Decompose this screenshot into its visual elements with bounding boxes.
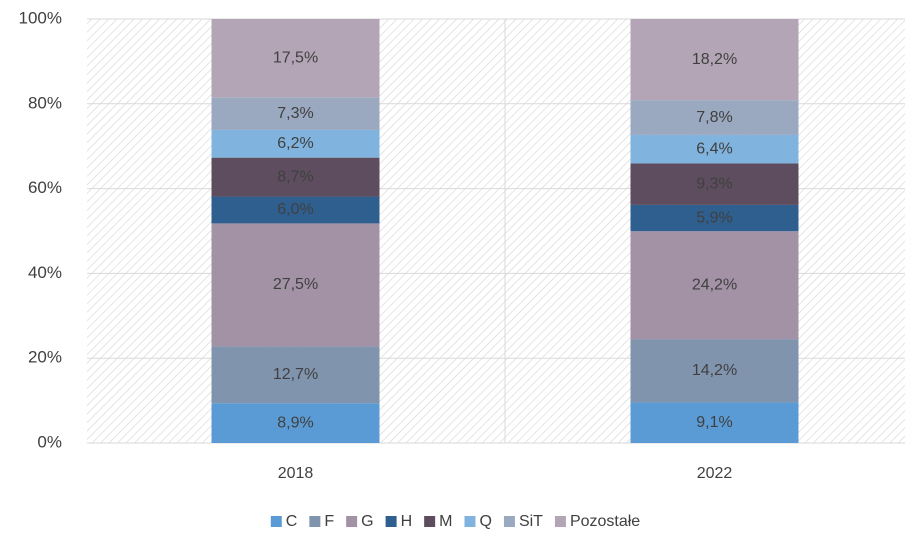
legend-swatch (385, 516, 397, 527)
bar-segment (630, 163, 799, 205)
bar-segment (211, 129, 380, 158)
legend-swatch (554, 516, 566, 527)
legend-label: Q (479, 513, 491, 530)
legend-label: C (286, 513, 298, 530)
y-tick-label: 0% (37, 432, 62, 451)
legend-swatch (270, 516, 282, 527)
bar-segment (630, 402, 799, 443)
legend-swatch (464, 516, 476, 527)
value-label: 6,2% (277, 135, 313, 152)
bar-segment (630, 231, 799, 340)
value-label: 9,1% (696, 414, 732, 431)
legend-swatch (346, 516, 358, 527)
legend-swatch (424, 516, 436, 527)
value-label: 24,2% (692, 276, 737, 293)
bar-segment (211, 97, 380, 130)
value-label: 8,9% (277, 414, 313, 431)
legend-label: F (324, 513, 334, 530)
value-label: 12,7% (273, 366, 318, 383)
legend-label: M (439, 513, 452, 530)
legend-swatch (309, 516, 321, 527)
value-label: 18,2% (692, 51, 737, 68)
y-tick-label: 80% (28, 93, 62, 112)
y-tick-label: 60% (28, 178, 62, 197)
value-label: 9,3% (696, 175, 732, 192)
legend-label: G (361, 513, 373, 530)
legend-swatch (503, 516, 515, 527)
value-label: 6,0% (277, 201, 313, 218)
value-label: 5,9% (696, 209, 732, 226)
x-tick-label: 2022 (697, 465, 733, 482)
bar-segment (630, 19, 799, 101)
value-label: 14,2% (692, 362, 737, 379)
value-label: 7,3% (277, 105, 313, 122)
bar-segment (211, 346, 380, 404)
bar-segment (630, 134, 799, 164)
bar-segment (211, 223, 380, 347)
value-label: 27,5% (273, 276, 318, 293)
bar-segment (211, 19, 380, 98)
value-label: 17,5% (273, 49, 318, 66)
bar-segment (630, 339, 799, 403)
bar-segment (630, 100, 799, 135)
y-tick-label: 40% (28, 263, 62, 282)
y-tick-label: 100% (19, 8, 62, 27)
bar-segment (630, 204, 799, 232)
legend-label: SiT (519, 513, 543, 530)
bar-segment (211, 196, 380, 224)
y-tick-label: 20% (28, 348, 62, 367)
bar-segment (211, 157, 380, 197)
legend-label: H (401, 513, 413, 530)
value-label: 7,8% (696, 109, 732, 126)
bar-segment (211, 403, 380, 443)
x-tick-label: 2018 (278, 465, 314, 482)
value-label: 6,4% (696, 140, 732, 157)
value-label: 8,7% (277, 168, 313, 185)
legend-label: Pozostałe (570, 513, 640, 530)
